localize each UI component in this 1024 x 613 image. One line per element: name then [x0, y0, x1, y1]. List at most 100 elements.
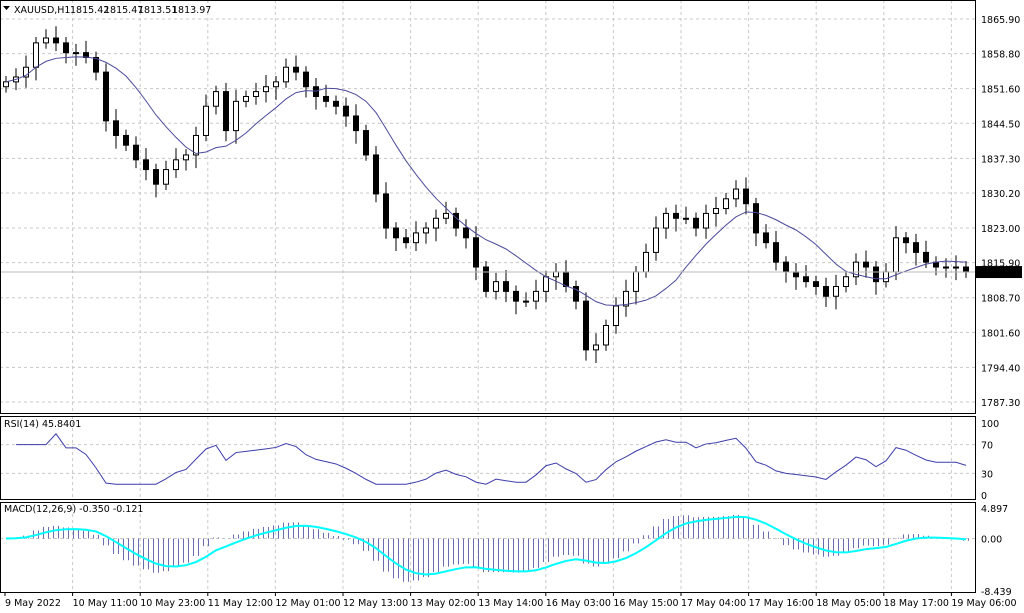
bull-candle: [423, 227, 429, 234]
rsi-tick-label: 0: [981, 491, 987, 502]
bull-candle: [623, 290, 629, 307]
bear-candle: [133, 144, 139, 161]
bull-candle: [603, 324, 609, 346]
bear-candle: [153, 169, 159, 185]
time-tick-label: 11 May 12:00: [208, 598, 273, 609]
bull-candle: [943, 266, 949, 269]
bear-candle: [223, 91, 229, 132]
bear-candle: [563, 271, 569, 288]
price-tick-label: 1801.60: [981, 328, 1020, 339]
macd-signal-line: [5, 515, 967, 576]
macd-panel: [5, 514, 969, 582]
bull-candle: [953, 266, 959, 269]
bull-candle: [663, 212, 669, 229]
time-tick-label: 17 May 04:00: [681, 598, 746, 609]
time-tick-label: 10 May 23:00: [140, 598, 205, 609]
bear-candle: [363, 130, 369, 156]
bull-candle: [233, 100, 239, 132]
price-tick-label: 1858.80: [981, 50, 1020, 61]
bull-candle: [173, 159, 179, 171]
time-tick-label: 9 May 2022: [5, 598, 61, 609]
panel-border: [0, 502, 976, 593]
time-tick-label: 19 May 06:00: [951, 598, 1016, 609]
price-tick-label: 1787.30: [981, 398, 1020, 409]
bull-candle: [23, 66, 29, 78]
bull-candle: [183, 154, 189, 161]
ohlc-close: 1813.97: [172, 5, 211, 16]
bull-candle: [533, 290, 539, 302]
bear-candle: [743, 188, 749, 205]
bear-candle: [963, 266, 969, 273]
bull-candle: [3, 81, 9, 88]
current-price-box: [976, 266, 1022, 279]
bear-candle: [403, 237, 409, 244]
bear-candle: [753, 203, 759, 234]
bull-candle: [713, 208, 719, 214]
bear-candle: [53, 37, 59, 44]
bull-candle: [543, 276, 549, 292]
bull-candle: [893, 237, 899, 273]
time-tick-label: 13 May 14:00: [478, 598, 543, 609]
bull-candle: [33, 42, 39, 68]
bull-candle: [443, 212, 449, 219]
bear-candle: [353, 115, 359, 132]
bull-candle: [653, 227, 659, 253]
price-tick-label: 1823.00: [981, 224, 1020, 235]
bull-candle: [163, 169, 169, 185]
time-tick-label: 18 May 17:00: [884, 598, 949, 609]
bear-candle: [923, 251, 929, 263]
symbol-label: XAUUSD,H1: [14, 5, 70, 16]
bear-candle: [113, 120, 119, 136]
bull-candle: [723, 198, 729, 210]
panel-border: [0, 416, 976, 500]
macd-tick-label: -8.439: [981, 587, 1012, 598]
bear-candle: [763, 232, 769, 244]
ohlc-high: 1815.47: [104, 5, 143, 16]
bull-candle: [413, 232, 419, 244]
bear-candle: [83, 52, 89, 58]
time-tick-label: 16 May 15:00: [613, 598, 678, 609]
macd-tick-label: 0.00: [981, 534, 1002, 545]
bear-candle: [373, 154, 379, 195]
bear-candle: [473, 237, 479, 268]
bear-candle: [863, 261, 869, 268]
bear-candle: [813, 281, 819, 288]
bull-candle: [833, 286, 839, 297]
bear-candle: [453, 212, 459, 229]
dropdown-triangle-icon[interactable]: [3, 6, 10, 10]
bear-candle: [693, 217, 699, 229]
bear-candle: [673, 212, 679, 219]
rsi-tick-label: 70: [981, 441, 993, 452]
bear-candle: [793, 271, 799, 278]
time-tick-label: 18 May 05:00: [816, 598, 881, 609]
bear-candle: [123, 134, 129, 146]
bear-candle: [513, 290, 519, 302]
time-tick-label: 17 May 16:00: [749, 598, 814, 609]
price-tick-label: 1808.70: [981, 294, 1020, 305]
panel-border: [0, 0, 976, 414]
bear-candle: [583, 300, 589, 351]
bear-candle: [503, 281, 509, 292]
rsi-line: [16, 433, 967, 485]
bull-candle: [643, 251, 649, 273]
bear-candle: [463, 227, 469, 239]
bull-candle: [703, 212, 709, 229]
macd-tick-label: 4.897: [981, 504, 1008, 515]
bull-candle: [263, 86, 269, 93]
bull-candle: [613, 305, 619, 326]
bull-candle: [283, 66, 289, 83]
bear-candle: [143, 159, 149, 171]
bear-candle: [103, 71, 109, 122]
bull-candle: [273, 81, 279, 88]
bull-candle: [853, 261, 859, 278]
price-tick-label: 1844.50: [981, 119, 1020, 130]
bull-candle: [883, 271, 889, 283]
bear-candle: [383, 193, 389, 229]
rsi-panel: [16, 433, 967, 485]
time-tick-label: 10 May 11:00: [73, 598, 138, 609]
bull-candle: [43, 37, 49, 44]
price-tick-label: 1830.20: [981, 189, 1020, 200]
